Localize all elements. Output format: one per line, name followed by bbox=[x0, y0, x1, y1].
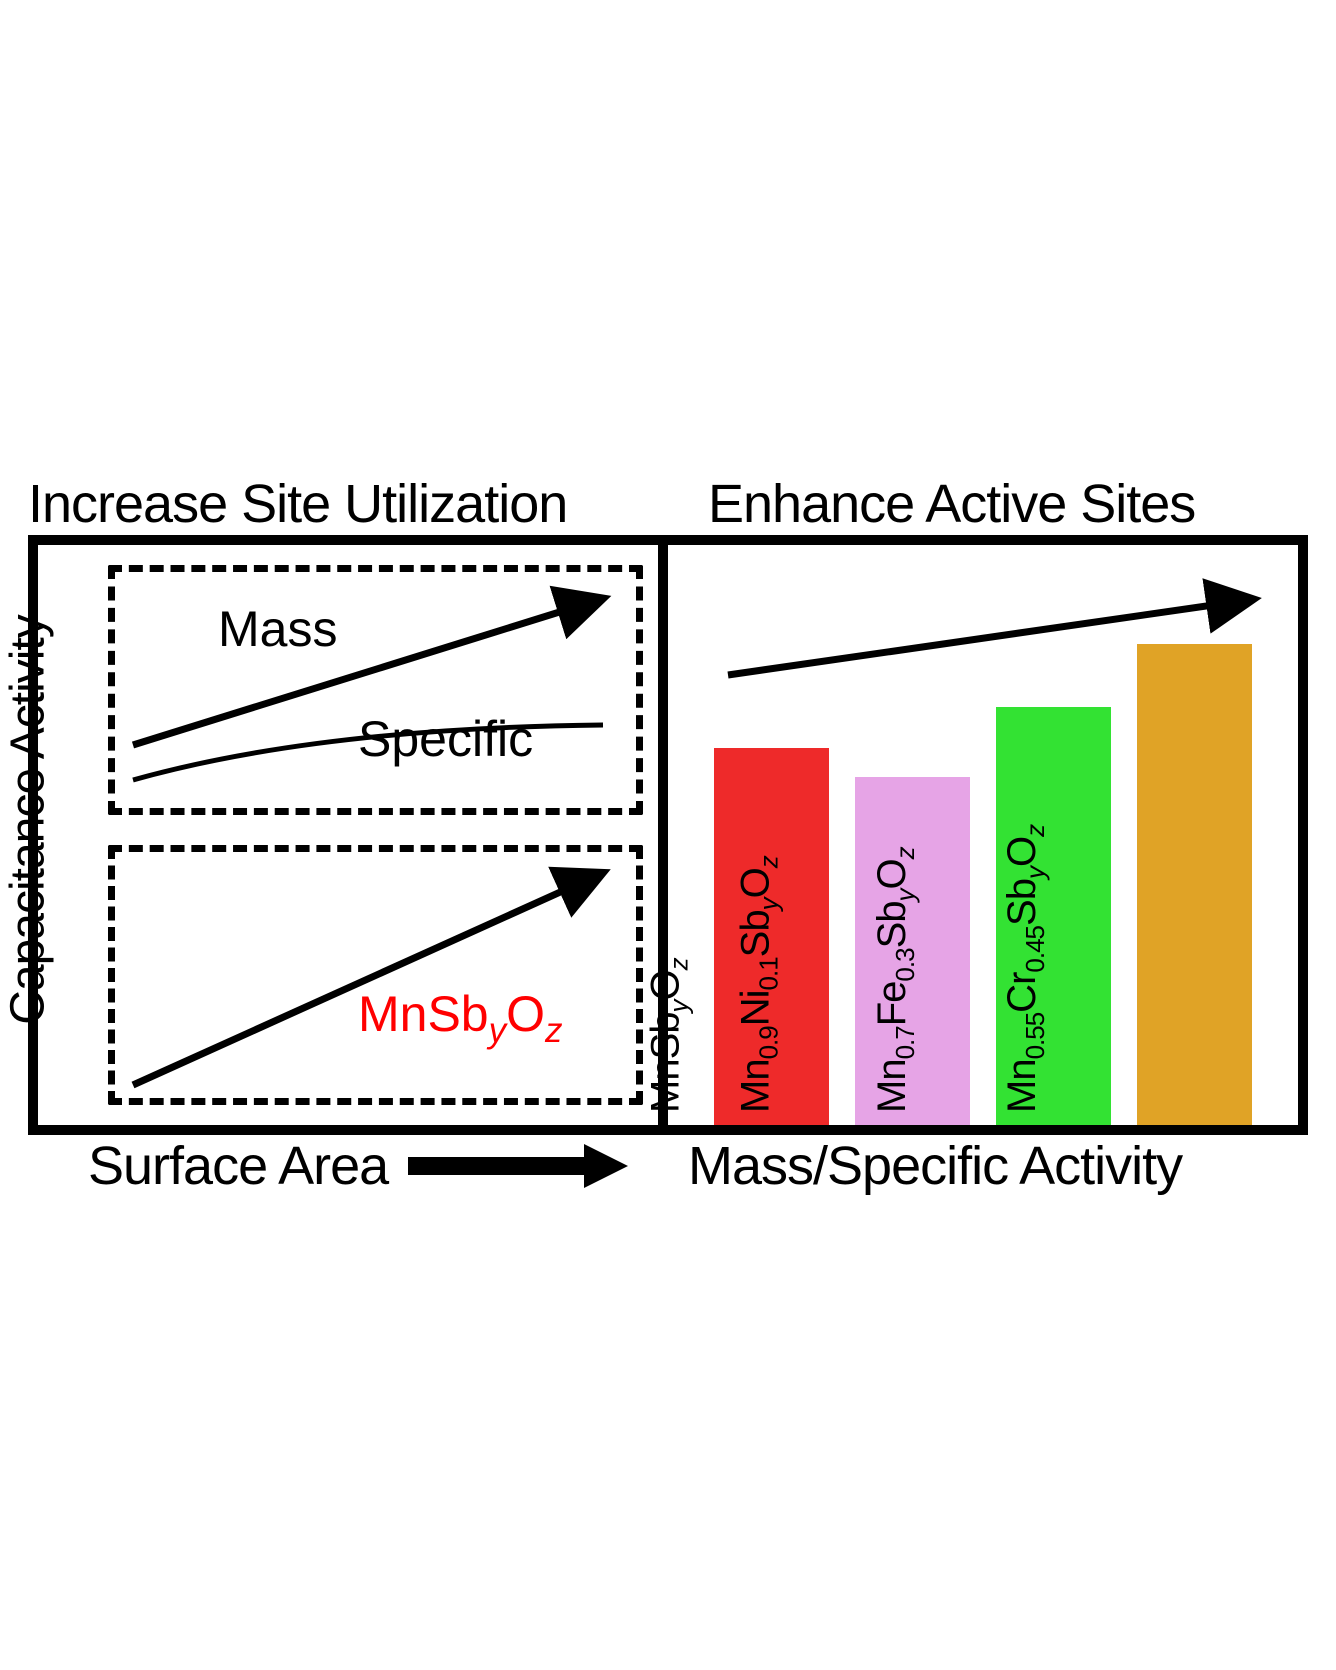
mass-label: Mass bbox=[218, 600, 337, 658]
figure: Increase Site Utilization Enhance Active… bbox=[0, 473, 1336, 1197]
capacitance-arrow bbox=[133, 875, 598, 1085]
bar: Mn0.55Cr0.45SbyOz bbox=[1137, 644, 1252, 1125]
left-panel: Capacitance Activity Mass Specific MnSby… bbox=[28, 535, 668, 1135]
compound-sub-z: z bbox=[545, 1011, 563, 1050]
right-xlabel: Mass/Specific Activity bbox=[668, 1135, 1308, 1197]
left-title: Increase Site Utilization bbox=[28, 473, 668, 535]
surface-area-arrow-icon bbox=[408, 1144, 628, 1188]
compound-label: MnSbyOz bbox=[358, 985, 563, 1051]
xlabels-row: Surface Area Mass/Specific Activity bbox=[0, 1135, 1336, 1197]
compound-sub-y: y bbox=[489, 1011, 507, 1050]
bars-container: MnSbyOzMn0.9Ni0.1SbyOzMn0.7Fe0.3SbyOzMn0… bbox=[668, 545, 1298, 1125]
panels: Capacitance Activity Mass Specific MnSby… bbox=[0, 535, 1336, 1135]
titles-row: Increase Site Utilization Enhance Active… bbox=[0, 473, 1336, 535]
specific-label: Specific bbox=[358, 710, 533, 768]
compound-o: O bbox=[506, 986, 545, 1042]
left-xlabel: Surface Area bbox=[88, 1135, 388, 1197]
right-panel: MnSbyOzMn0.9Ni0.1SbyOzMn0.7Fe0.3SbyOzMn0… bbox=[668, 535, 1308, 1135]
right-title: Enhance Active Sites bbox=[668, 473, 1308, 535]
left-svg bbox=[38, 545, 658, 1125]
bar-label: Mn0.55Cr0.45SbyOz bbox=[999, 825, 1050, 1113]
left-xlabel-wrap: Surface Area bbox=[28, 1135, 668, 1197]
bar-label: MnSbyOz bbox=[643, 958, 694, 1113]
compound-base: MnSb bbox=[358, 986, 489, 1042]
bar-label: Mn0.7Fe0.3SbyOz bbox=[870, 847, 921, 1113]
bar-label: Mn0.9Ni0.1SbyOz bbox=[733, 856, 784, 1113]
